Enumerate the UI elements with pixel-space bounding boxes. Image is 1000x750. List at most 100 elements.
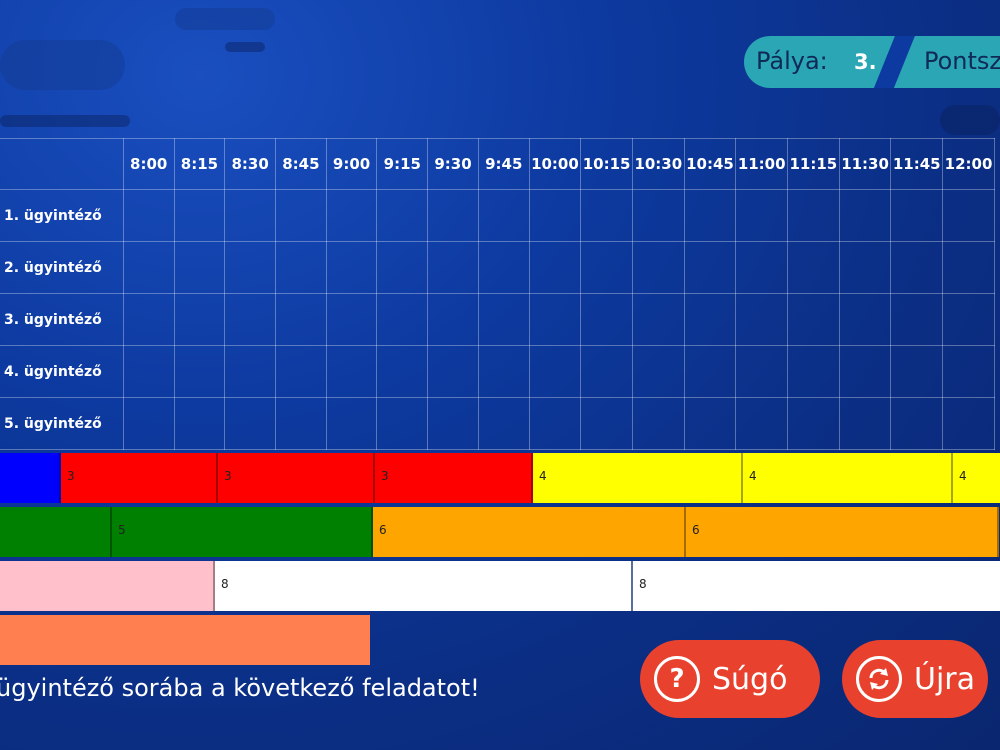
- task-block[interactable]: 3: [61, 453, 218, 503]
- help-button[interactable]: ? Súgó: [640, 640, 820, 718]
- task-block[interactable]: 8: [215, 561, 633, 611]
- schedule-slot[interactable]: [173, 241, 226, 294]
- schedule-slot[interactable]: [224, 189, 276, 242]
- schedule-slot[interactable]: [942, 189, 995, 242]
- schedule-slot[interactable]: [735, 397, 789, 450]
- task-block[interactable]: [0, 561, 215, 611]
- schedule-slot[interactable]: [580, 293, 633, 346]
- schedule-slot[interactable]: [787, 397, 840, 450]
- schedule-slot[interactable]: [631, 189, 685, 242]
- schedule-slot[interactable]: [683, 189, 737, 242]
- schedule-slot[interactable]: [173, 293, 226, 346]
- schedule-slot[interactable]: [631, 397, 685, 450]
- schedule-slot[interactable]: [890, 293, 944, 346]
- schedule-slot[interactable]: [376, 241, 429, 294]
- schedule-slot[interactable]: [942, 345, 995, 398]
- schedule-slot[interactable]: [325, 345, 378, 398]
- task-block[interactable]: [0, 615, 370, 665]
- task-block[interactable]: [0, 453, 61, 503]
- schedule-slot[interactable]: [631, 293, 685, 346]
- schedule-slot[interactable]: [122, 189, 175, 242]
- schedule-slot[interactable]: [787, 189, 840, 242]
- schedule-slot[interactable]: [122, 345, 175, 398]
- schedule-slot[interactable]: [683, 241, 737, 294]
- schedule-slot[interactable]: [735, 189, 789, 242]
- schedule-slot[interactable]: [838, 293, 892, 346]
- schedule-slot[interactable]: [427, 241, 479, 294]
- schedule-slot[interactable]: [683, 397, 737, 450]
- schedule-slot[interactable]: [735, 241, 789, 294]
- task-block[interactable]: 4: [533, 453, 743, 503]
- schedule-slot[interactable]: [580, 241, 633, 294]
- schedule-slot[interactable]: [122, 397, 175, 450]
- task-block[interactable]: 8: [633, 561, 1000, 611]
- schedule-slot[interactable]: [224, 345, 276, 398]
- schedule-slot[interactable]: [325, 189, 378, 242]
- schedule-slot[interactable]: [173, 397, 226, 450]
- schedule-slot[interactable]: [122, 293, 175, 346]
- schedule-slot[interactable]: [325, 397, 378, 450]
- schedule-slot[interactable]: [376, 345, 429, 398]
- task-block[interactable]: 4: [743, 453, 953, 503]
- schedule-slot[interactable]: [890, 241, 944, 294]
- task-block[interactable]: 6: [373, 507, 686, 557]
- schedule-slot[interactable]: [528, 345, 582, 398]
- schedule-slot[interactable]: [275, 189, 327, 242]
- schedule-slot[interactable]: [890, 345, 944, 398]
- schedule-slot[interactable]: [477, 397, 530, 450]
- schedule-slot[interactable]: [275, 293, 327, 346]
- schedule-slot[interactable]: [376, 189, 429, 242]
- task-block[interactable]: 6: [686, 507, 999, 557]
- schedule-slot[interactable]: [787, 241, 840, 294]
- task-block[interactable]: 5: [112, 507, 373, 557]
- task-block[interactable]: 4: [953, 453, 1000, 503]
- schedule-slot[interactable]: [683, 345, 737, 398]
- schedule-slot[interactable]: [477, 189, 530, 242]
- schedule-slot[interactable]: [325, 293, 378, 346]
- schedule-slot[interactable]: [528, 189, 582, 242]
- schedule-slot[interactable]: [325, 241, 378, 294]
- schedule-slot[interactable]: [787, 293, 840, 346]
- schedule-slot[interactable]: [735, 345, 789, 398]
- schedule-slot[interactable]: [427, 345, 479, 398]
- schedule-slot[interactable]: [890, 189, 944, 242]
- schedule-slot[interactable]: [942, 397, 995, 450]
- schedule-slot[interactable]: [942, 241, 995, 294]
- schedule-slot[interactable]: [580, 397, 633, 450]
- restart-button[interactable]: Újra: [842, 640, 988, 718]
- schedule-slot[interactable]: [122, 241, 175, 294]
- schedule-slot[interactable]: [838, 189, 892, 242]
- schedule-slot[interactable]: [224, 397, 276, 450]
- schedule-slot[interactable]: [735, 293, 789, 346]
- schedule-slot[interactable]: [427, 397, 479, 450]
- schedule-slot[interactable]: [528, 397, 582, 450]
- schedule-slot[interactable]: [580, 189, 633, 242]
- schedule-slot[interactable]: [427, 293, 479, 346]
- schedule-slot[interactable]: [224, 241, 276, 294]
- schedule-slot[interactable]: [275, 345, 327, 398]
- schedule-slot[interactable]: [477, 345, 530, 398]
- schedule-slot[interactable]: [173, 345, 226, 398]
- schedule-slot[interactable]: [427, 189, 479, 242]
- task-block[interactable]: 3: [218, 453, 375, 503]
- schedule-slot[interactable]: [477, 293, 530, 346]
- task-block[interactable]: 3: [375, 453, 533, 503]
- schedule-slot[interactable]: [224, 293, 276, 346]
- schedule-slot[interactable]: [942, 293, 995, 346]
- schedule-slot[interactable]: [838, 345, 892, 398]
- schedule-slot[interactable]: [275, 397, 327, 450]
- schedule-slot[interactable]: [787, 345, 840, 398]
- schedule-slot[interactable]: [890, 397, 944, 450]
- schedule-slot[interactable]: [631, 345, 685, 398]
- schedule-slot[interactable]: [173, 189, 226, 242]
- schedule-slot[interactable]: [528, 241, 582, 294]
- schedule-slot[interactable]: [838, 397, 892, 450]
- schedule-slot[interactable]: [528, 293, 582, 346]
- schedule-slot[interactable]: [683, 293, 737, 346]
- schedule-slot[interactable]: [838, 241, 892, 294]
- schedule-slot[interactable]: [275, 241, 327, 294]
- schedule-slot[interactable]: [376, 397, 429, 450]
- task-block[interactable]: [0, 507, 112, 557]
- schedule-slot[interactable]: [376, 293, 429, 346]
- schedule-slot[interactable]: [631, 241, 685, 294]
